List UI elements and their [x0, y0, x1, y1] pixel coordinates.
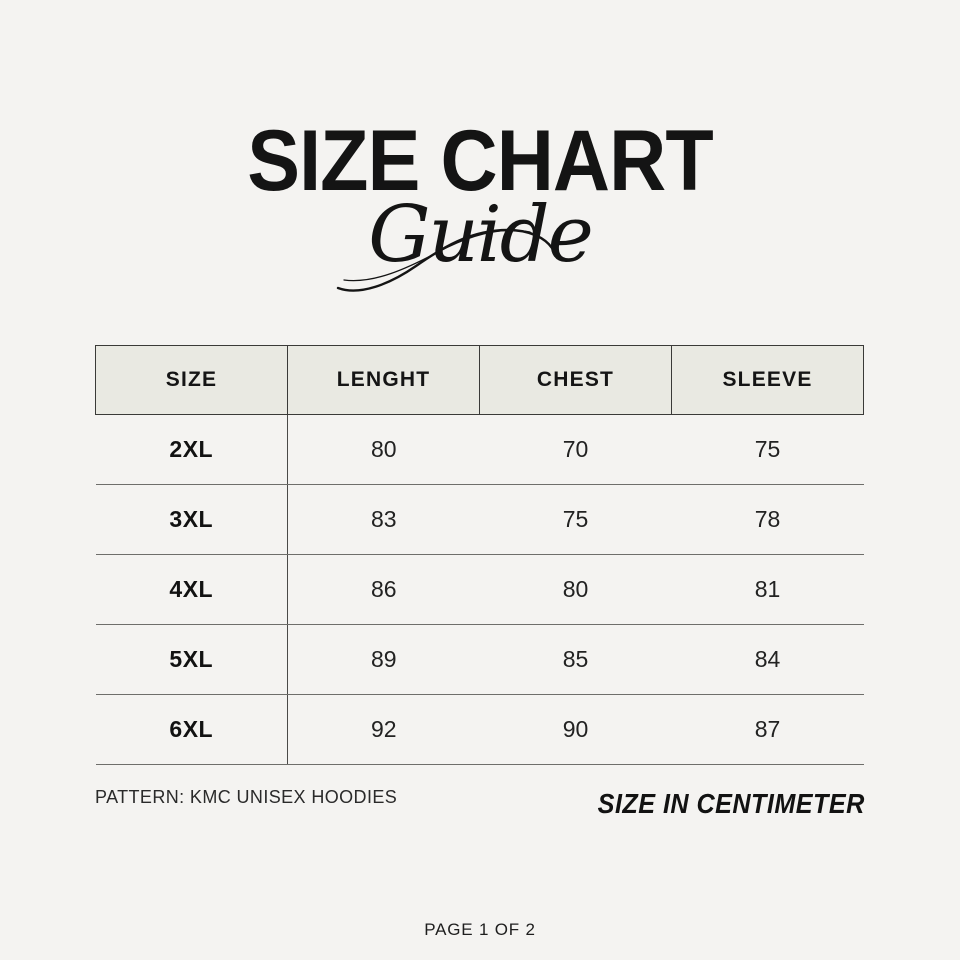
cell-sleeve: 78 — [671, 484, 864, 555]
column-header-length: LENGHT — [287, 345, 480, 415]
table-row: 4XL 86 80 81 — [95, 554, 864, 625]
cell-length: 86 — [287, 554, 480, 625]
cell-chest: 90 — [479, 694, 672, 765]
cell-size: 6XL — [95, 694, 288, 765]
page-subtitle-script: Guide — [368, 190, 594, 280]
cell-sleeve: 81 — [671, 554, 864, 625]
cell-length: 89 — [287, 624, 480, 695]
table-row: 5XL 89 85 84 — [95, 624, 864, 695]
pattern-note: PATTERN: KMC UNISEX HOODIES — [95, 787, 398, 807]
cell-length: 83 — [287, 484, 480, 555]
size-table: SIZE LENGHT CHEST SLEEVE 2XL 80 70 75 3X… — [95, 345, 864, 765]
size-table-container: SIZE LENGHT CHEST SLEEVE 2XL 80 70 75 3X… — [95, 345, 864, 765]
cell-sleeve: 87 — [671, 694, 864, 765]
table-body: 2XL 80 70 75 3XL 83 75 78 4XL 86 80 81 — [95, 414, 864, 765]
column-header-sleeve: SLEEVE — [671, 345, 864, 415]
cell-size: 4XL — [95, 554, 288, 625]
cell-size: 3XL — [95, 484, 288, 555]
cell-size: 2XL — [95, 414, 288, 485]
cell-chest: 70 — [479, 414, 672, 485]
cell-chest: 75 — [479, 484, 672, 555]
table-row: 6XL 92 90 87 — [95, 694, 864, 765]
cell-chest: 85 — [479, 624, 672, 695]
cell-chest: 80 — [479, 554, 672, 625]
page-title: SIZE CHART — [247, 113, 713, 209]
column-header-size: SIZE — [95, 345, 288, 415]
table-row: 3XL 83 75 78 — [95, 484, 864, 555]
table-header-row: SIZE LENGHT CHEST SLEEVE — [95, 345, 864, 415]
unit-note: SIZE IN CENTIMETER — [597, 788, 865, 819]
title-block: SIZE CHART Guide — [0, 118, 960, 318]
column-header-chest: CHEST — [479, 345, 672, 415]
page-number: PAGE 1 OF 2 — [424, 920, 536, 939]
cell-length: 80 — [287, 414, 480, 485]
cell-sleeve: 84 — [671, 624, 864, 695]
cell-size: 5XL — [95, 624, 288, 695]
table-row: 2XL 80 70 75 — [95, 414, 864, 485]
cell-sleeve: 75 — [671, 414, 864, 485]
table-header: SIZE LENGHT CHEST SLEEVE — [95, 345, 864, 415]
cell-length: 92 — [287, 694, 480, 765]
